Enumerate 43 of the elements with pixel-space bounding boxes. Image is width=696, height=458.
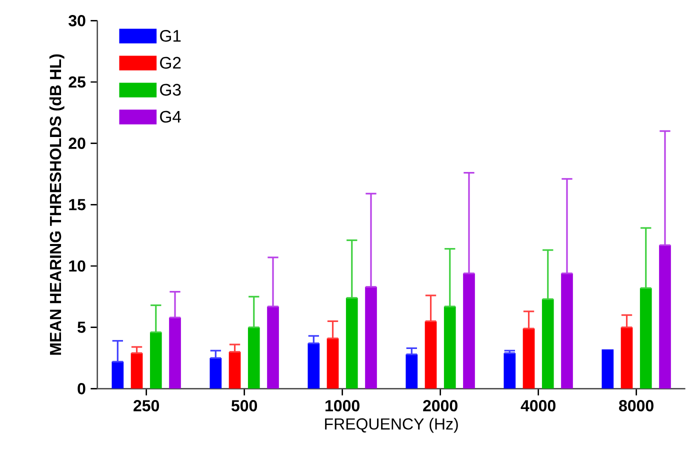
- bar: [169, 318, 181, 389]
- y-tick-label: 25: [68, 76, 86, 88]
- bar: [659, 245, 671, 389]
- y-tick-label: 15: [69, 199, 86, 210]
- y-tick-label: 5: [78, 322, 86, 333]
- bar: [210, 358, 222, 389]
- bar: [228, 352, 241, 389]
- x-tick-label: 1000: [326, 400, 360, 412]
- legend-label: G2: [160, 56, 181, 69]
- bar: [130, 353, 143, 389]
- x-tick-label: 2000: [423, 400, 458, 412]
- bar: [248, 327, 260, 389]
- bar: [463, 273, 475, 389]
- bar: [424, 321, 437, 389]
- bar: [640, 288, 652, 389]
- y-axis-title: MEAN HEARING THRESHOLDS (dB HL): [49, 54, 64, 355]
- bar: [620, 327, 633, 389]
- x-tick-label: 4000: [520, 400, 556, 412]
- bar: [522, 328, 535, 389]
- bar: [150, 332, 162, 389]
- x-axis-title: FREQUENCY (Hz): [325, 418, 458, 433]
- bar: [308, 343, 320, 389]
- bar: [561, 273, 573, 389]
- x-tick-label: 8000: [619, 400, 654, 412]
- bar: [346, 298, 358, 389]
- bar: [406, 354, 418, 389]
- x-tick-label: 500: [231, 400, 258, 412]
- legend-label: G3: [160, 84, 181, 96]
- bar: [444, 306, 456, 389]
- bar: [326, 338, 339, 389]
- x-tick-label: 250: [134, 400, 160, 412]
- y-tick-label: 20: [68, 138, 86, 149]
- y-tick-label: 10: [69, 260, 86, 272]
- bar: [542, 299, 554, 389]
- y-tick-label: 0: [78, 383, 86, 394]
- bar: [602, 349, 614, 389]
- bar: [267, 306, 279, 389]
- bar: [365, 286, 377, 389]
- legend-label: G1: [160, 30, 181, 42]
- legend-label: G4: [160, 110, 181, 123]
- bar: [504, 353, 516, 389]
- bar: [112, 362, 124, 389]
- y-tick-label: 30: [68, 14, 86, 26]
